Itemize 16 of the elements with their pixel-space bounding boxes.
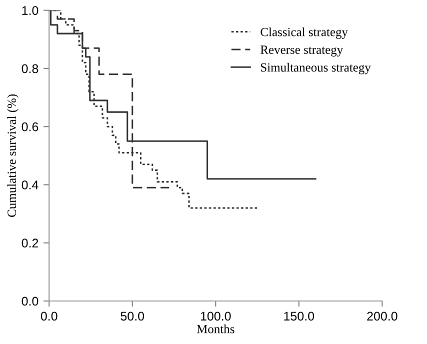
y-axis-title: Cumulative survival (%) [7, 94, 19, 217]
y-tick-label: 0.6 [22, 122, 38, 132]
legend-label: Classical strategy [260, 27, 348, 39]
y-tick-label: 1.0 [22, 6, 38, 15]
y-tick-label: 0.0 [22, 296, 38, 306]
legend-label: Reverse strategy [260, 46, 344, 57]
x-tick-label: 200.0 [367, 312, 398, 321]
x-tick-label: 150.0 [284, 312, 314, 321]
x-axis-title: Months [196, 324, 234, 334]
y-tick-label: 0.4 [22, 180, 38, 190]
x-tick-label: 50.0 [120, 312, 144, 321]
legend-label: Simultaneous strategy [261, 62, 371, 74]
y-tick-label: 0.2 [22, 238, 38, 248]
x-tick-label: 0.0 [40, 312, 58, 321]
y-tick-label: 0.8 [22, 64, 38, 74]
x-tick-label: 100.0 [200, 312, 231, 321]
